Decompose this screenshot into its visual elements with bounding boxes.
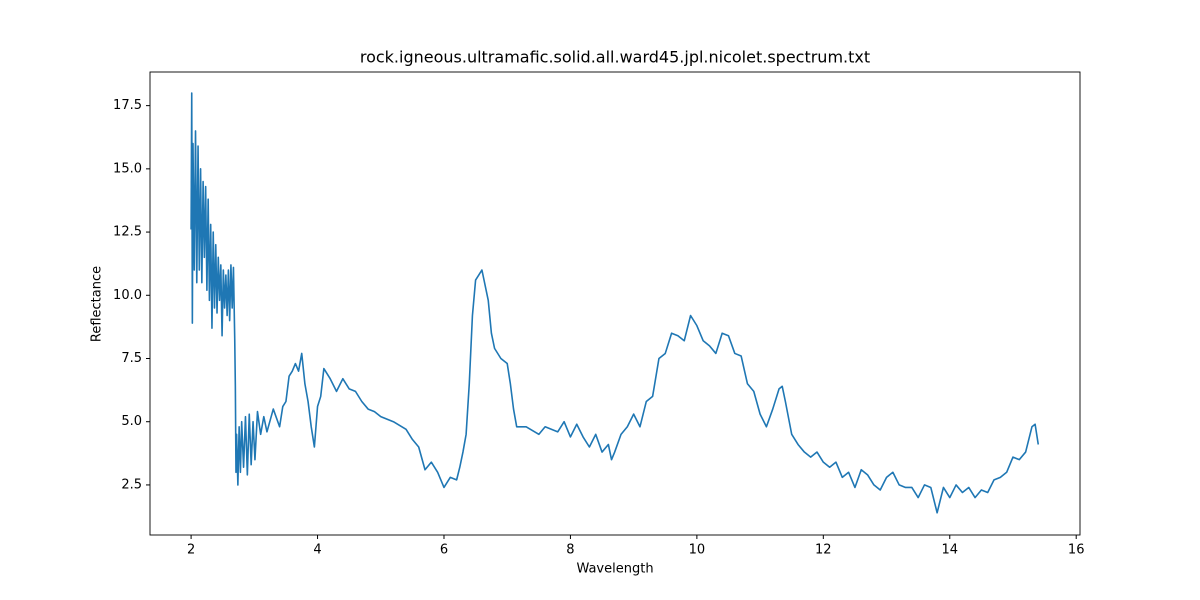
x-tick-label: 2 — [187, 543, 195, 558]
y-tick-label: 2.5 — [121, 477, 142, 492]
x-tick-label: 16 — [1068, 543, 1085, 558]
y-axis-label: Reflectance — [90, 266, 105, 342]
x-tick-label: 8 — [566, 543, 574, 558]
x-tick-label: 6 — [440, 543, 448, 558]
x-axis-label: Wavelength — [576, 562, 653, 577]
x-tick-label: 12 — [815, 543, 832, 558]
y-tick-label: 12.5 — [113, 225, 142, 240]
plot-frame — [149, 71, 1081, 536]
y-tick-label: 5.0 — [121, 414, 142, 429]
x-tick-label: 4 — [313, 543, 321, 558]
y-tick-label: 15.0 — [113, 161, 142, 176]
y-tick-label: 10.0 — [113, 288, 142, 303]
x-tick-label: 10 — [689, 543, 706, 558]
data-line — [190, 92, 1040, 514]
chart-title: rock.igneous.ultramafic.solid.all.ward45… — [360, 48, 870, 67]
y-tick-label: 7.5 — [121, 351, 142, 366]
x-tick-label: 14 — [941, 543, 958, 558]
y-tick-label: 17.5 — [113, 98, 142, 113]
